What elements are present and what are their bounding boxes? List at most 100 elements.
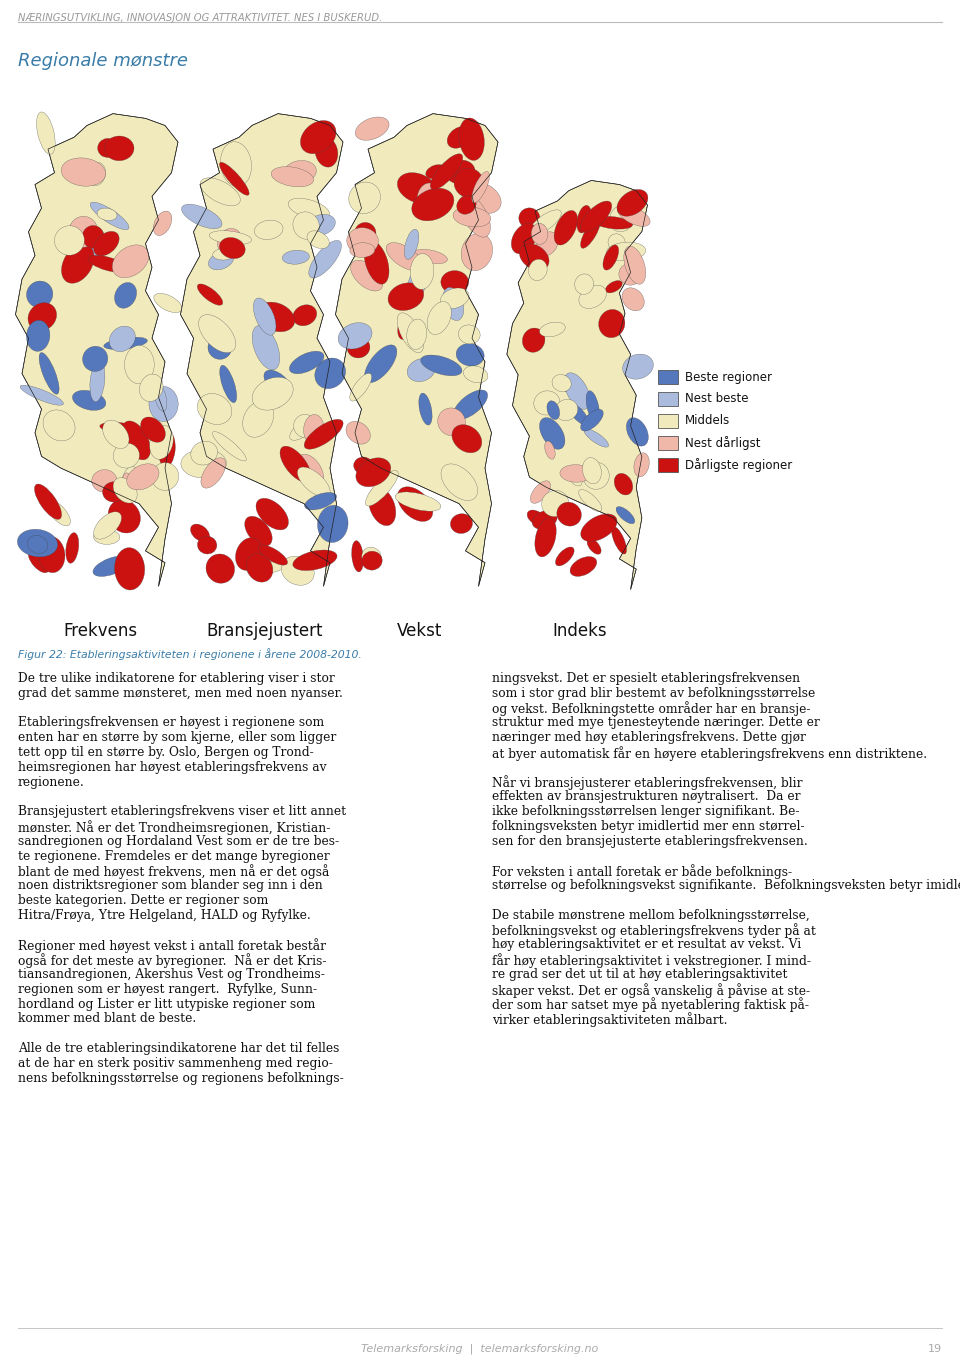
Ellipse shape — [529, 259, 547, 281]
Ellipse shape — [560, 375, 577, 393]
Ellipse shape — [90, 203, 129, 230]
Ellipse shape — [519, 244, 549, 270]
Ellipse shape — [366, 471, 398, 507]
Ellipse shape — [39, 353, 60, 394]
Ellipse shape — [154, 211, 172, 235]
Ellipse shape — [288, 199, 329, 219]
Ellipse shape — [198, 393, 231, 424]
Ellipse shape — [293, 550, 337, 571]
Ellipse shape — [61, 157, 106, 186]
Ellipse shape — [348, 337, 370, 357]
Ellipse shape — [272, 167, 314, 186]
Ellipse shape — [522, 329, 545, 352]
Polygon shape — [507, 181, 647, 590]
Ellipse shape — [125, 345, 155, 383]
Ellipse shape — [97, 208, 117, 220]
Ellipse shape — [260, 560, 289, 574]
Ellipse shape — [256, 498, 288, 530]
Ellipse shape — [120, 467, 137, 500]
Ellipse shape — [20, 385, 63, 405]
Ellipse shape — [593, 216, 633, 229]
Ellipse shape — [347, 227, 378, 255]
Ellipse shape — [554, 211, 578, 245]
Ellipse shape — [388, 283, 423, 311]
Ellipse shape — [66, 533, 79, 563]
Ellipse shape — [420, 355, 462, 375]
Ellipse shape — [356, 457, 391, 487]
Ellipse shape — [350, 260, 383, 292]
Ellipse shape — [217, 229, 242, 255]
Text: re grad ser det ut til at høy etableringsaktivitet: re grad ser det ut til at høy etablering… — [492, 968, 787, 982]
Ellipse shape — [425, 164, 446, 179]
Text: Regioner med høyest vekst i antall foretak består: Regioner med høyest vekst i antall foret… — [18, 938, 326, 953]
Ellipse shape — [512, 223, 537, 253]
Ellipse shape — [235, 538, 262, 571]
Ellipse shape — [220, 366, 237, 402]
Ellipse shape — [180, 449, 227, 478]
Ellipse shape — [459, 118, 485, 160]
Ellipse shape — [540, 418, 564, 449]
Ellipse shape — [304, 419, 343, 449]
Ellipse shape — [453, 207, 491, 227]
Ellipse shape — [17, 530, 58, 557]
Ellipse shape — [268, 375, 281, 408]
Ellipse shape — [447, 126, 472, 148]
Ellipse shape — [114, 548, 145, 590]
Ellipse shape — [75, 233, 108, 270]
Text: høy etableringsaktivitet er et resultat av vekst. Vi: høy etableringsaktivitet er et resultat … — [492, 938, 802, 951]
Text: noen distriktsregioner som blander seg inn i den: noen distriktsregioner som blander seg i… — [18, 879, 323, 893]
Ellipse shape — [315, 359, 346, 389]
Ellipse shape — [198, 283, 223, 305]
Ellipse shape — [190, 524, 209, 542]
Ellipse shape — [94, 512, 122, 539]
Ellipse shape — [140, 418, 165, 442]
Ellipse shape — [453, 390, 488, 420]
Ellipse shape — [280, 446, 311, 482]
Ellipse shape — [617, 205, 650, 226]
Ellipse shape — [607, 242, 646, 261]
Ellipse shape — [608, 234, 625, 252]
Ellipse shape — [535, 517, 556, 557]
Ellipse shape — [88, 255, 128, 272]
Ellipse shape — [209, 231, 252, 245]
Ellipse shape — [560, 464, 592, 482]
Ellipse shape — [364, 241, 389, 285]
Ellipse shape — [540, 322, 565, 337]
Text: Bransjejustert: Bransjejustert — [206, 622, 324, 639]
Ellipse shape — [103, 420, 129, 449]
Ellipse shape — [583, 463, 610, 489]
Ellipse shape — [555, 400, 578, 420]
Text: 19: 19 — [928, 1344, 942, 1354]
Ellipse shape — [587, 390, 599, 422]
Ellipse shape — [254, 220, 283, 240]
Ellipse shape — [201, 457, 226, 489]
Ellipse shape — [212, 431, 247, 461]
Ellipse shape — [105, 136, 134, 160]
FancyBboxPatch shape — [658, 392, 678, 407]
Text: Dårligste regioner: Dårligste regioner — [685, 459, 792, 472]
Text: nens befolkningsstørrelse og regionens befolknings-: nens befolkningsstørrelse og regionens b… — [18, 1072, 344, 1084]
Ellipse shape — [139, 374, 163, 401]
Text: enten har en større by som kjerne, eller som ligger: enten har en større by som kjerne, eller… — [18, 731, 336, 745]
Polygon shape — [335, 114, 498, 586]
Ellipse shape — [72, 390, 106, 411]
Ellipse shape — [83, 346, 108, 371]
Ellipse shape — [564, 372, 590, 409]
Ellipse shape — [150, 426, 174, 459]
Ellipse shape — [445, 160, 475, 183]
Ellipse shape — [464, 366, 488, 383]
Text: næringer med høy etableringsfrekvens. Dette gjør: næringer med høy etableringsfrekvens. De… — [492, 731, 805, 745]
Ellipse shape — [583, 457, 601, 483]
Ellipse shape — [396, 491, 441, 511]
Text: grad det samme mønsteret, men med noen nyanser.: grad det samme mønsteret, men med noen n… — [18, 687, 343, 700]
Text: De stabile mønstrene mellom befolkningsstørrelse,: De stabile mønstrene mellom befolkningss… — [492, 909, 809, 921]
Ellipse shape — [441, 271, 468, 294]
Ellipse shape — [614, 474, 633, 496]
Text: te regionene. Fremdeles er det mange byregioner: te regionene. Fremdeles er det mange byr… — [18, 850, 329, 862]
Text: kommer med blant de beste.: kommer med blant de beste. — [18, 1013, 196, 1025]
Text: Frekvens: Frekvens — [63, 622, 137, 639]
Ellipse shape — [557, 502, 582, 526]
Ellipse shape — [471, 171, 490, 203]
Ellipse shape — [90, 360, 105, 402]
Ellipse shape — [457, 196, 476, 214]
